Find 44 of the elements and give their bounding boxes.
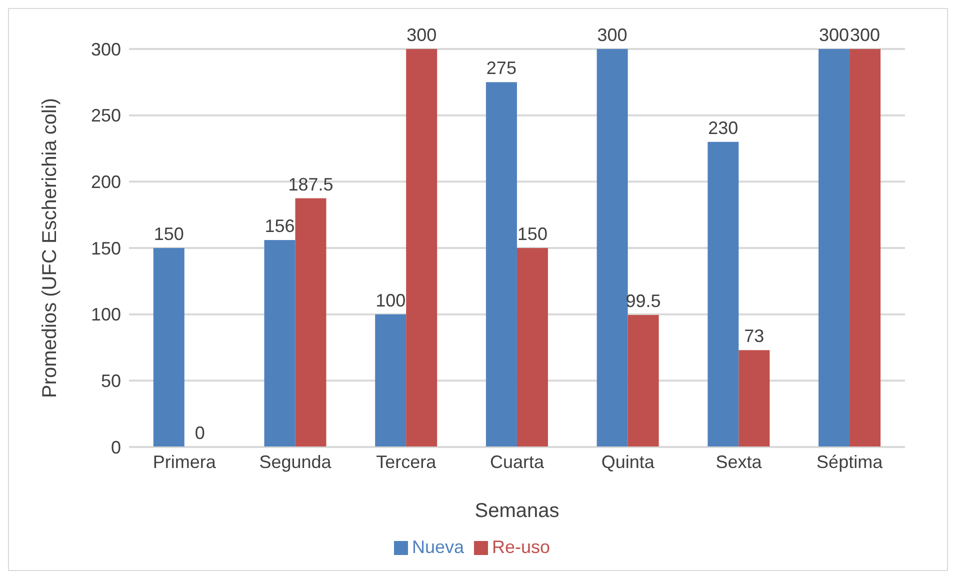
- bar: [818, 49, 850, 447]
- bar: [153, 248, 184, 447]
- bar: [738, 350, 770, 447]
- data-label: 156: [264, 216, 295, 236]
- bar: [375, 314, 406, 447]
- bar: [486, 82, 517, 447]
- x-tick-label: Cuarta: [490, 452, 545, 472]
- data-label: 300: [597, 25, 628, 45]
- y-tick-label: 200: [90, 172, 121, 192]
- data-label: 300: [819, 25, 850, 45]
- data-label: 150: [517, 224, 548, 244]
- data-label: 0: [194, 423, 205, 443]
- x-tick-label: Tercera: [376, 452, 438, 472]
- data-label: 187.5: [288, 174, 334, 194]
- x-tick-label: Segunda: [259, 452, 332, 472]
- bar: [264, 240, 296, 447]
- data-label: 300: [850, 25, 880, 45]
- y-tick-label: 150: [90, 238, 121, 258]
- y-axis-title: Promedios (UFC Escherichia coli): [39, 98, 62, 398]
- data-label: 73: [744, 326, 764, 346]
- x-tick-label: Sexta: [716, 452, 763, 472]
- x-tick-label: Primera: [152, 452, 217, 472]
- data-label: 100: [376, 290, 406, 310]
- legend-label: Nueva: [412, 537, 464, 557]
- y-tick-label: 100: [90, 304, 121, 325]
- x-tick-label: Quinta: [601, 452, 656, 472]
- bar: [850, 49, 881, 447]
- bar: [406, 49, 438, 447]
- y-tick-label: 250: [90, 106, 121, 126]
- bar: [708, 142, 739, 447]
- y-tick-label: 300: [90, 39, 121, 60]
- bar: [516, 248, 548, 447]
- y-tick-label: 50: [100, 371, 121, 392]
- bar: [295, 198, 326, 447]
- x-axis-title: Semanas: [474, 500, 560, 522]
- legend-label: Re-uso: [492, 537, 550, 557]
- bar: [628, 314, 659, 447]
- bar: [596, 49, 628, 447]
- data-label: 230: [708, 118, 738, 138]
- data-label: 300: [406, 25, 437, 45]
- x-tick-label: Séptima: [816, 452, 884, 472]
- data-label: 275: [486, 58, 516, 78]
- y-tick-label: 0: [110, 437, 121, 458]
- data-label: 150: [154, 224, 184, 244]
